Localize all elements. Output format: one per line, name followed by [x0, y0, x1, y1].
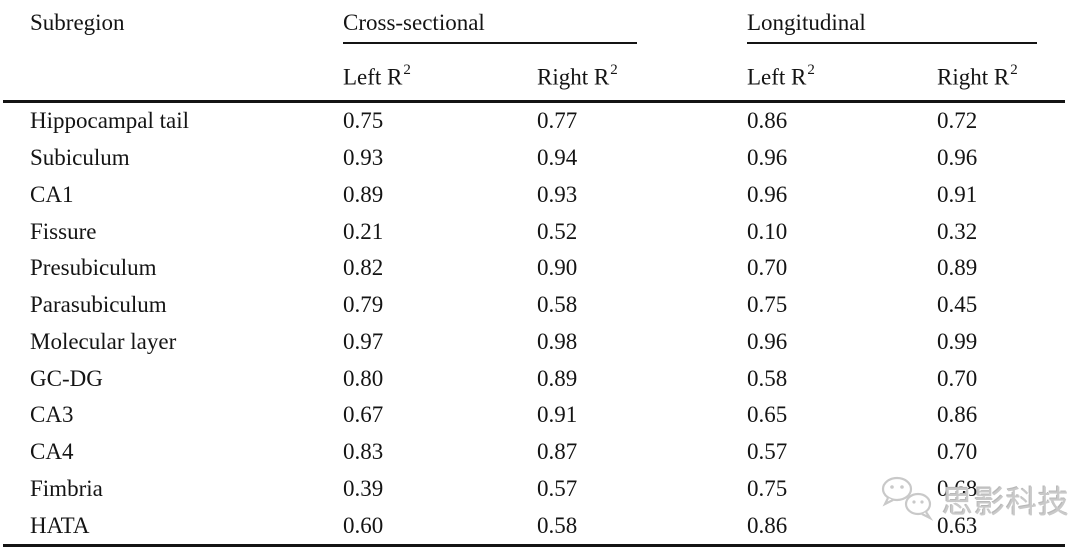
cell-cs-right-r2: 0.93 [537, 181, 578, 207]
cell-long-left-r2: 0.96 [747, 181, 788, 207]
column-header-cs-right-r2: Right R2 [537, 62, 747, 100]
cell-long-right-r2: 0.45 [937, 292, 978, 318]
cell-long-left-r2: 0.96 [747, 328, 788, 354]
cell-long-right-r2: 0.70 [937, 365, 978, 391]
column-header-long-right-r2: Right R2 [937, 62, 1080, 100]
cell-long-right-r2: 0.91 [937, 181, 978, 207]
cell-cs-right-r2: 0.77 [537, 108, 578, 134]
row-subregion-label: Hippocampal tail [30, 108, 190, 134]
cell-cs-right-r2: 0.58 [537, 512, 578, 538]
superscript-2: 2 [807, 62, 815, 79]
table-header: Subregion Cross-sectional Longitudinal L… [0, 0, 1080, 100]
cell-long-left-r2: 0.75 [747, 292, 788, 318]
cell-cs-right-r2: 0.89 [537, 365, 578, 391]
row-subregion-label: Fimbria [30, 475, 103, 501]
cell-long-left-r2: 0.96 [747, 145, 788, 171]
column-header-subregion: Subregion [30, 10, 125, 35]
row-subregion-label: Parasubiculum [30, 292, 167, 318]
group-header-longitudinal: Longitudinal [747, 0, 1080, 47]
cell-cs-left-r2: 0.93 [343, 145, 384, 171]
superscript-2: 2 [1010, 62, 1018, 79]
table-row: HATA 0.60 0.58 0.86 0.63 [0, 507, 1080, 544]
cell-cs-left-r2: 0.75 [343, 108, 384, 134]
cell-cs-right-r2: 0.90 [537, 255, 578, 281]
row-subregion-label: CA3 [30, 402, 74, 428]
cell-cs-right-r2: 0.94 [537, 145, 578, 171]
table-row: Molecular layer 0.97 0.98 0.96 0.99 [0, 324, 1080, 361]
column-header-long-left-r2: Left R2 [747, 62, 937, 100]
group-header-longitudinal-label: Longitudinal [747, 10, 1037, 44]
table-row: Subiculum 0.93 0.94 0.96 0.96 [0, 140, 1080, 177]
column-header-label: Right R [937, 65, 1010, 90]
cell-long-left-r2: 0.10 [747, 218, 788, 244]
table-row: Hippocampal tail 0.75 0.77 0.86 0.72 [0, 103, 1080, 140]
row-subregion-label: Fissure [30, 218, 97, 244]
column-header-label: Left R [343, 65, 403, 90]
cell-long-left-r2: 0.58 [747, 365, 788, 391]
row-subregion-label: Molecular layer [30, 328, 177, 354]
table-row: Fissure 0.21 0.52 0.10 0.32 [0, 213, 1080, 250]
cell-cs-right-r2: 0.91 [537, 402, 578, 428]
cell-cs-left-r2: 0.79 [343, 292, 384, 318]
cell-cs-left-r2: 0.97 [343, 328, 384, 354]
table-row: GC-DG 0.80 0.89 0.58 0.70 [0, 360, 1080, 397]
column-header-cs-left-r2: Left R2 [343, 62, 537, 100]
column-header-label: Right R [537, 65, 610, 90]
cell-long-right-r2: 0.96 [937, 145, 978, 171]
cell-cs-right-r2: 0.98 [537, 328, 578, 354]
cell-long-right-r2: 0.63 [937, 512, 978, 538]
cell-long-right-r2: 0.70 [937, 439, 978, 465]
cell-cs-left-r2: 0.67 [343, 402, 384, 428]
cell-long-left-r2: 0.70 [747, 255, 788, 281]
group-header-cross-sectional: Cross-sectional [343, 0, 747, 47]
cell-cs-right-r2: 0.87 [537, 439, 578, 465]
table-row: CA3 0.67 0.91 0.65 0.86 [0, 397, 1080, 434]
row-subregion-label: Subiculum [30, 145, 130, 171]
cell-cs-left-r2: 0.39 [343, 475, 384, 501]
cell-long-left-r2: 0.86 [747, 108, 788, 134]
table-row: Parasubiculum 0.79 0.58 0.75 0.45 [0, 287, 1080, 324]
table-row: CA4 0.83 0.87 0.57 0.70 [0, 434, 1080, 471]
cell-long-right-r2: 0.72 [937, 108, 978, 134]
cell-cs-right-r2: 0.52 [537, 218, 578, 244]
row-subregion-label: Presubiculum [30, 255, 157, 281]
table-row: Presubiculum 0.82 0.90 0.70 0.89 [0, 250, 1080, 287]
row-subregion-label: CA1 [30, 181, 74, 207]
cell-long-right-r2: 0.86 [937, 402, 978, 428]
cell-long-left-r2: 0.65 [747, 402, 788, 428]
cell-cs-left-r2: 0.21 [343, 218, 384, 244]
column-header-label: Left R [747, 65, 807, 90]
cell-cs-right-r2: 0.58 [537, 292, 578, 318]
superscript-2: 2 [610, 62, 618, 79]
table-row: CA1 0.89 0.93 0.96 0.91 [0, 177, 1080, 214]
row-subregion-label: HATA [30, 512, 90, 538]
row-subregion-label: CA4 [30, 439, 74, 465]
group-header-cross-sectional-label: Cross-sectional [343, 10, 637, 44]
cell-cs-left-r2: 0.83 [343, 439, 384, 465]
row-subregion-label: GC-DG [30, 365, 103, 391]
cell-long-right-r2: 0.32 [937, 218, 978, 244]
cell-long-right-r2: 0.68 [937, 475, 978, 501]
cell-long-left-r2: 0.86 [747, 512, 788, 538]
header-rule [3, 100, 1065, 103]
bottom-rule [3, 544, 1065, 547]
cell-long-left-r2: 0.57 [747, 439, 788, 465]
table-body: Hippocampal tail 0.75 0.77 0.86 0.72 Sub… [0, 103, 1080, 544]
cell-cs-left-r2: 0.89 [343, 181, 384, 207]
superscript-2: 2 [403, 62, 411, 79]
cell-long-right-r2: 0.89 [937, 255, 978, 281]
cell-long-right-r2: 0.99 [937, 328, 978, 354]
cell-cs-right-r2: 0.57 [537, 475, 578, 501]
cell-cs-left-r2: 0.82 [343, 255, 384, 281]
cell-cs-left-r2: 0.80 [343, 365, 384, 391]
cell-cs-left-r2: 0.60 [343, 512, 384, 538]
table-row: Fimbria 0.39 0.57 0.75 0.68 [0, 471, 1080, 508]
cell-long-left-r2: 0.75 [747, 475, 788, 501]
